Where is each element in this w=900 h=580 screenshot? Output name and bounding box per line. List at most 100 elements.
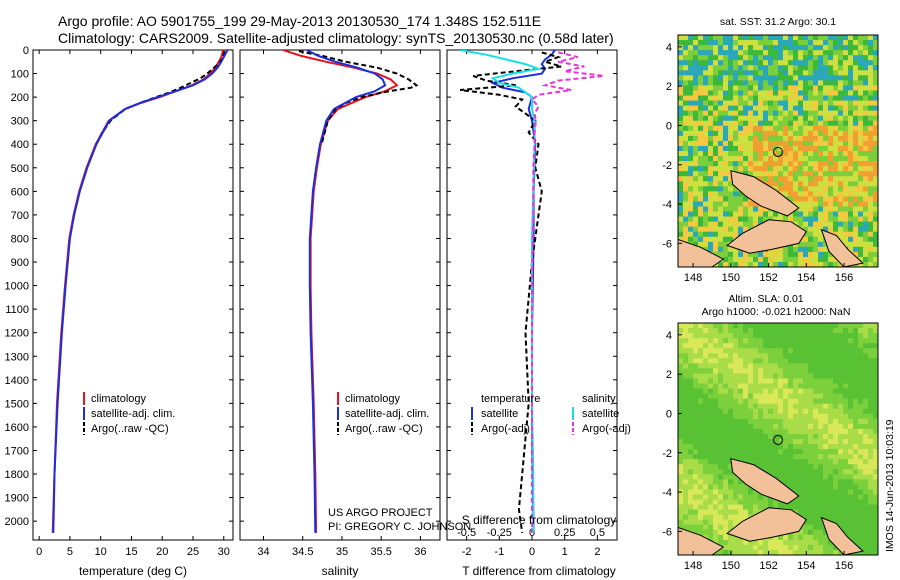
map-cell [723,65,729,71]
map-cell [828,216,834,223]
map-cell [853,70,859,76]
map-cell [728,70,734,76]
map-cell [708,171,714,177]
map-cell [823,474,829,480]
map-cell [798,90,804,97]
map-cell [698,95,704,102]
map-cell [843,514,849,521]
map-cell [778,449,784,455]
map-cell [853,338,859,344]
map-cell [763,353,769,359]
map-cell [738,449,744,455]
map-cell [778,499,784,506]
map-cell [793,373,799,380]
map-cell [873,368,878,375]
map-cell [828,256,834,263]
map-cell [868,226,874,233]
map-cell [738,100,744,107]
map-cell [873,251,878,258]
map-cell [848,383,854,390]
map-cell [708,343,714,349]
map-cell [828,261,834,267]
map-cell [788,256,794,263]
map-cell [723,343,729,349]
map-cell [738,40,744,46]
map-cell [708,135,714,142]
map-cell [753,135,759,142]
map-cell [813,524,819,531]
map-cell [833,418,839,425]
map-cell [693,186,699,192]
map-cell [808,544,814,551]
map-cell [708,368,714,375]
map-cell [778,45,784,51]
map-cell [693,418,699,425]
map-cell [708,459,714,465]
map-cell [798,216,804,223]
x-tick-label: -2 [462,546,472,558]
map-cell [678,135,684,142]
map-cell [833,221,839,228]
map-cell [833,166,839,172]
map-cell [838,70,844,76]
map-cell [798,408,804,415]
map-cell [738,549,744,555]
map-cell [688,343,694,349]
map-cell [858,423,864,430]
map-cell [713,135,719,142]
map-cell [703,504,709,511]
map-cell [683,338,689,344]
map-cell [778,211,784,218]
map-cell [838,549,844,555]
map-cell [843,186,849,192]
map-cell [863,110,869,117]
map-cell [788,358,794,364]
map-cell [828,90,834,97]
map-cell [813,130,819,137]
map-cell [753,398,759,405]
map-cell [793,469,799,475]
map-cell [728,454,734,460]
map-cell [813,251,819,258]
map-cell [803,110,809,117]
map-cell [858,358,864,364]
map-cell [863,343,869,349]
map-cell [833,145,839,152]
map-cell [713,90,719,97]
map-cell [713,75,719,81]
map-cell [813,45,819,51]
map-cell [823,151,829,157]
map-cell [738,60,744,66]
map-cell [803,439,809,445]
map-cell [853,514,859,521]
map-cell [763,251,769,258]
map-cell [848,45,854,51]
map-cell [763,100,769,107]
map-cell [813,509,819,516]
map-cell [873,428,878,435]
map-cell [803,328,809,334]
map-cell [838,216,844,223]
map-cell [703,418,709,425]
map-cell [863,196,869,203]
map-cell [723,80,729,87]
map-cell [788,428,794,435]
map-cell [798,509,804,516]
map-cell [703,156,709,162]
map-cell [843,333,849,339]
map-y-tick-label: 0 [666,408,672,420]
map-cell [738,514,744,521]
map-cell [763,439,769,445]
map-cell [848,110,854,117]
map-cell [773,70,779,76]
map-cell [863,433,869,440]
map-cell [708,90,714,97]
map-cell [748,35,754,41]
map-cell [708,120,714,127]
map-cell [798,413,804,420]
map-cell [763,125,769,132]
map-cell [793,130,799,137]
map-cell [688,145,694,152]
map-cell [828,423,834,430]
legend-argo: Argo(..raw -QC) [91,423,169,435]
